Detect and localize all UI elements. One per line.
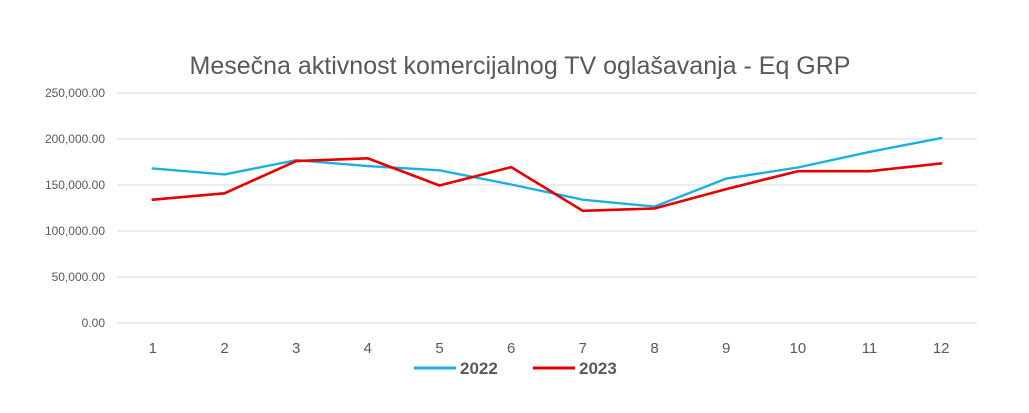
x-tick-label: 2 [220,340,228,357]
y-tick-label: 50,000.00 [52,270,106,284]
data-point-2023 [724,187,728,191]
x-tick-label: 7 [579,340,587,357]
legend: 2022 2023 [414,359,617,378]
data-point-2022 [939,136,943,140]
data-point-2023 [151,198,155,201]
gridlines [117,92,977,324]
x-tick-label: 8 [650,340,658,357]
y-tick-label: 0.00 [82,316,106,330]
data-point-2022 [366,164,370,168]
data-point-2022 [223,173,226,176]
legend-label-2023: 2023 [579,359,617,378]
y-tick-label: 250,000.00 [45,86,105,100]
y-tick-label: 100,000.00 [45,224,105,238]
series-lines [151,136,943,213]
data-point-2023 [796,170,800,173]
x-tick-label: 4 [364,340,372,357]
data-point-2023 [581,209,585,212]
y-tick-label: 200,000.00 [45,132,105,146]
data-point-2023 [653,207,656,210]
x-tick-label: 1 [149,340,157,357]
data-point-2023 [509,165,513,169]
x-tick-label: 6 [507,340,515,357]
data-point-2023 [366,157,370,160]
data-point-2022 [438,169,441,172]
y-axis-ticks: 0.00 50,000.00 100,000.00 150,000.00 200,000… [45,86,105,330]
data-point-2023 [223,192,226,195]
data-point-2022 [581,198,585,201]
x-tick-label: 11 [862,340,878,357]
data-point-2023 [438,184,441,187]
data-point-2023 [294,159,298,163]
x-tick-label: 3 [292,340,300,357]
data-point-2023 [939,162,943,165]
x-tick-label: 5 [435,340,443,357]
x-axis-ticks: 1 2 3 4 5 6 7 8 9 10 11 12 [149,340,950,357]
chart-title: Mesečna aktivnost komercijalnog TV oglaš… [190,52,851,80]
x-tick-label: 9 [722,340,730,357]
data-point-2022 [796,166,800,169]
data-point-2022 [509,183,513,186]
data-point-2022 [868,150,871,154]
data-point-2022 [724,177,728,180]
series-line-2023 [151,157,943,213]
x-tick-label: 12 [933,340,950,357]
x-tick-label: 10 [789,340,806,357]
legend-label-2022: 2022 [460,359,498,378]
data-point-2022 [151,167,155,170]
data-point-2023 [868,170,871,173]
y-tick-label: 150,000.00 [45,178,105,192]
series-line-2022 [151,136,943,208]
